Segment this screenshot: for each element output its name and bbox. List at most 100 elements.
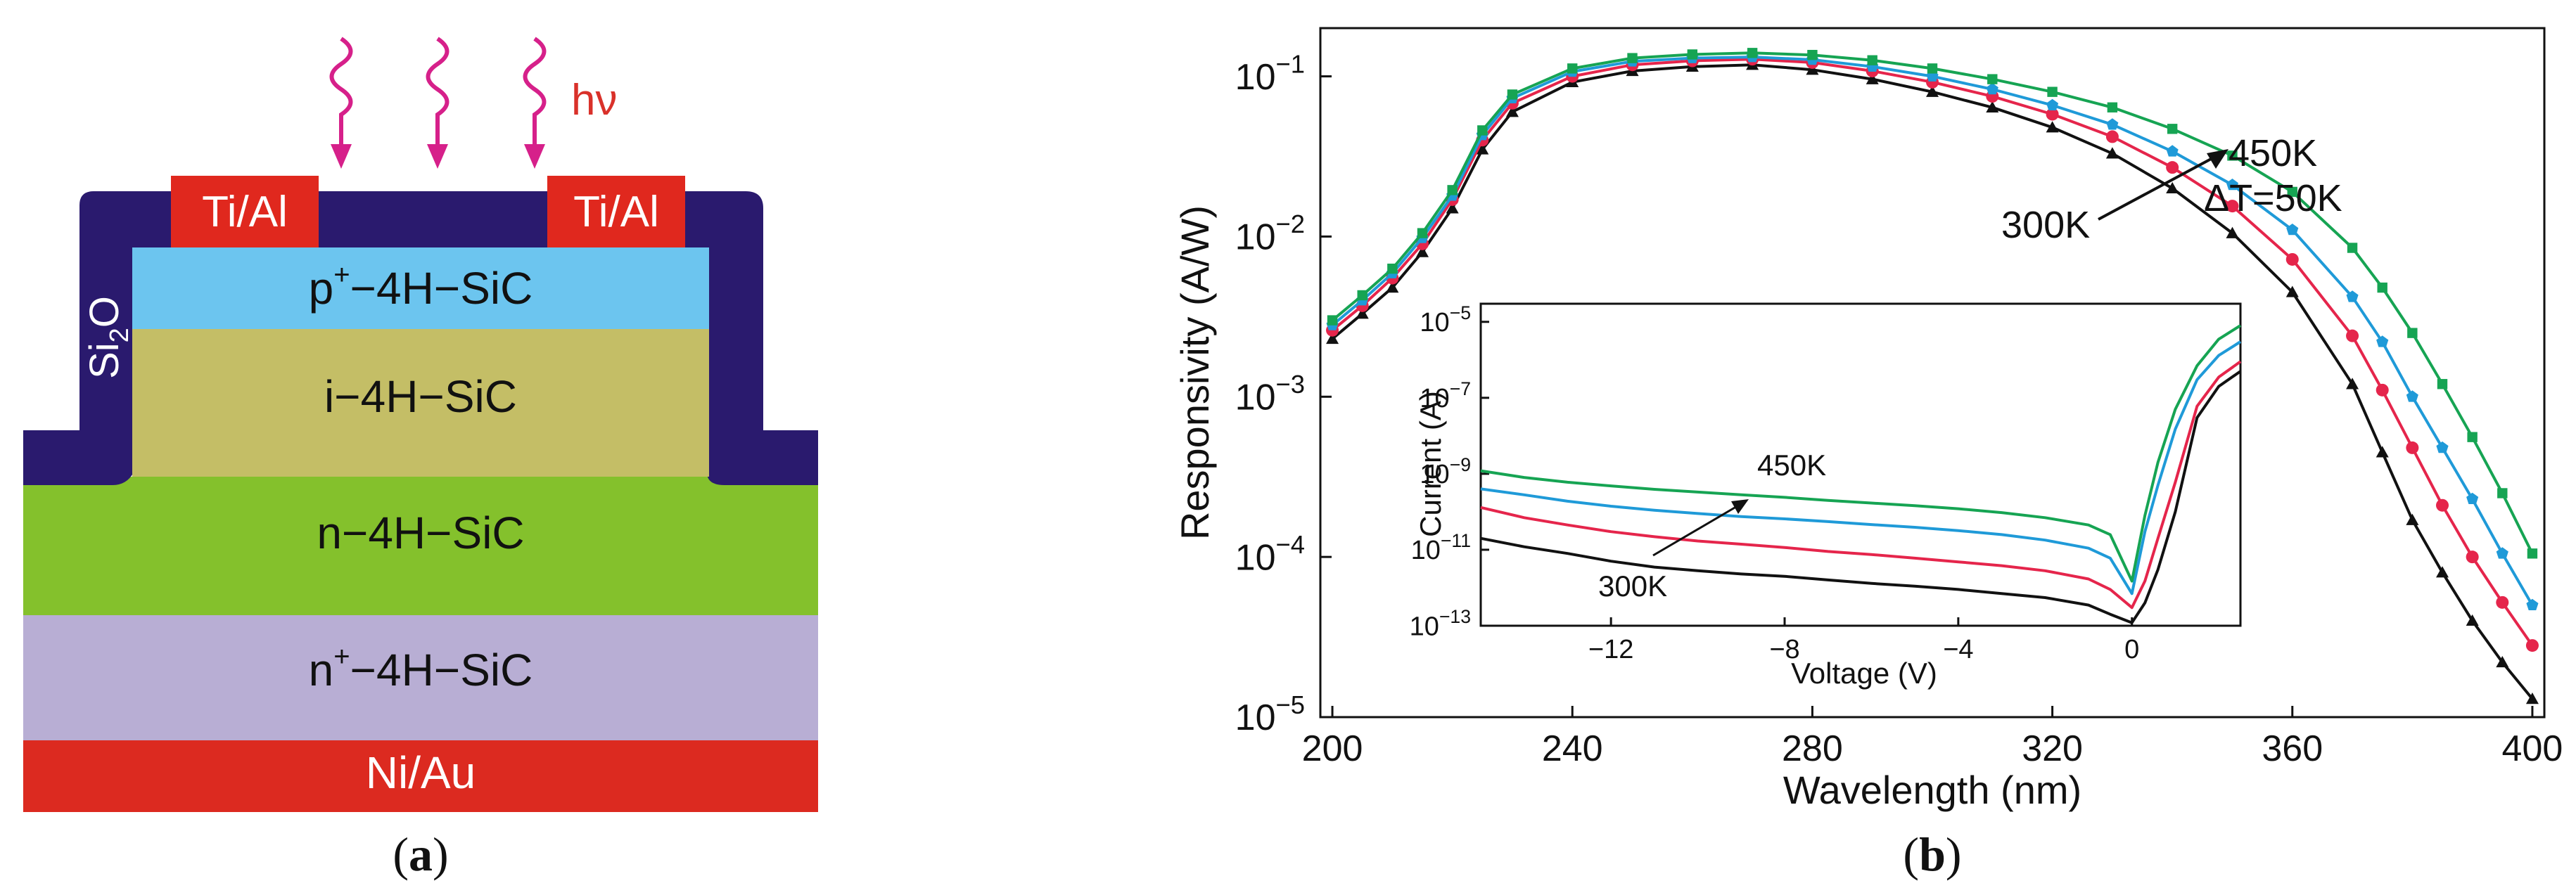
data-point <box>1357 290 1367 301</box>
light-arrowhead-1 <box>331 144 352 169</box>
responsivity-chart: 200 240 280 320 360 400 10−5 10−4 10−3 10−2 10−1 R… <box>1173 27 2563 881</box>
data-point <box>2287 186 2297 198</box>
x-tick-label: 240 <box>1542 728 1603 769</box>
data-point <box>2286 224 2299 236</box>
data-point <box>2496 547 2508 559</box>
main-trend-arrow-line <box>2098 151 2224 221</box>
main-trend-arrowhead <box>2207 149 2229 169</box>
data-point <box>2107 102 2118 112</box>
data-point <box>2406 513 2419 525</box>
light-arrowhead-2 <box>427 144 448 169</box>
data-point <box>2226 226 2239 238</box>
data-point <box>2376 383 2389 397</box>
data-point <box>1505 105 1519 117</box>
series-300K <box>1326 58 2539 704</box>
data-point <box>1747 48 1758 58</box>
data-point <box>1867 55 1877 65</box>
data-point <box>2466 614 2479 626</box>
data-point <box>1866 72 1879 84</box>
inset-plot-frame <box>1479 302 2242 627</box>
data-point <box>2047 86 2058 97</box>
data-point <box>2436 441 2449 453</box>
data-point <box>2166 145 2179 157</box>
data-point <box>2437 379 2448 389</box>
data-point <box>2166 181 2179 194</box>
temperature-step-label: ΔT=50K <box>2204 177 2342 219</box>
data-point <box>2526 598 2539 610</box>
data-point <box>1447 185 1458 195</box>
x-tick-label: 320 <box>2022 728 2083 769</box>
cold-temperature-label: 300K <box>2001 204 2090 246</box>
data-point <box>1567 63 1578 74</box>
data-point <box>1927 63 1938 74</box>
data-point <box>2466 492 2479 504</box>
n-layer <box>23 477 818 615</box>
light-arrowhead-3 <box>524 144 545 169</box>
main-plot-frame <box>1319 27 2546 719</box>
x-tick-label: 200 <box>1302 728 1363 769</box>
data-point <box>1477 125 1488 136</box>
p-plus-layer-label: p+−4H−SiC <box>309 259 533 314</box>
series-line-350K <box>1480 360 2242 610</box>
inset-axis-ticks: −12 −8 −4 0 10−13 10−11 10−9 10−7 10−5 <box>1410 302 2140 664</box>
data-point <box>1986 83 1998 95</box>
data-point <box>1326 332 1339 345</box>
y-tick-label: 10−1 <box>1235 49 1305 97</box>
data-point <box>2466 550 2479 564</box>
inset-y-axis-title: Current (A) <box>1414 391 1447 537</box>
p-plus-layer <box>132 247 709 329</box>
data-point <box>1356 307 1369 319</box>
main-x-axis-title: Wavelength (nm) <box>1783 768 2081 812</box>
data-point <box>2285 285 2299 297</box>
series-350K <box>1480 360 2242 610</box>
n-plus-layer <box>23 615 818 740</box>
hot-temperature-label: 450K <box>2229 132 2317 174</box>
inset-trend-arrowhead <box>1731 499 1749 514</box>
y-tick-label: 10−5 <box>1420 302 1471 337</box>
data-point <box>2106 118 2119 130</box>
n-plus-layer-label: n+−4H−SiC <box>309 641 533 695</box>
data-point <box>1417 228 1428 238</box>
data-point <box>2226 179 2238 191</box>
main-y-axis-title: Responsivity (A/W) <box>1173 205 1217 540</box>
data-point <box>2346 378 2359 389</box>
data-point <box>1327 315 1338 326</box>
light-wave-1 <box>329 37 353 144</box>
x-tick-label: −8 <box>1769 635 1799 664</box>
y-tick-label: 10−4 <box>1235 530 1305 578</box>
data-point <box>2167 124 2178 134</box>
series-300K <box>1480 370 2242 624</box>
light-wave-2 <box>426 37 449 144</box>
data-point <box>2527 548 2538 559</box>
data-point <box>1507 89 1518 100</box>
inset-x-axis-title: Voltage (V) <box>1791 657 1937 690</box>
data-point <box>2285 252 2299 266</box>
y-tick-label: 10−11 <box>1411 530 1471 565</box>
data-point <box>2436 566 2449 578</box>
y-tick-label: 10−7 <box>1420 378 1471 413</box>
i-layer-label: i−4H−SiC <box>324 371 517 422</box>
data-point <box>2347 243 2358 253</box>
y-tick-label: 10−2 <box>1235 210 1305 257</box>
data-point <box>1387 263 1398 274</box>
x-tick-label: 280 <box>1782 728 1843 769</box>
light-wave-3 <box>523 37 547 144</box>
n-layer-label: n−4H−SiC <box>317 508 524 558</box>
data-point <box>2046 98 2059 110</box>
i-layer <box>132 329 709 477</box>
panel-a-caption: (a) <box>393 828 448 881</box>
data-point <box>2346 329 2359 342</box>
panel-b-caption: (b) <box>1903 828 1961 881</box>
data-point <box>1687 49 1698 60</box>
data-point <box>2497 488 2508 498</box>
data-point <box>1386 281 1399 293</box>
ti-al-right-label: Ti/Al <box>573 188 659 236</box>
data-point <box>1987 74 1998 84</box>
data-point <box>1807 49 1818 60</box>
series-450K <box>1327 48 2538 559</box>
data-point <box>2166 161 2179 174</box>
main-series-layer <box>1326 48 2539 704</box>
series-400K <box>1326 51 2539 610</box>
device-cross-section: Ni/Au n+−4H−SiC n−4H−SiC i−4H−SiC p+−4H−… <box>23 37 818 881</box>
main-axis-ticks: 200 240 280 320 360 400 10−5 10−4 10−3 10−2 10−1 <box>1235 49 2563 769</box>
